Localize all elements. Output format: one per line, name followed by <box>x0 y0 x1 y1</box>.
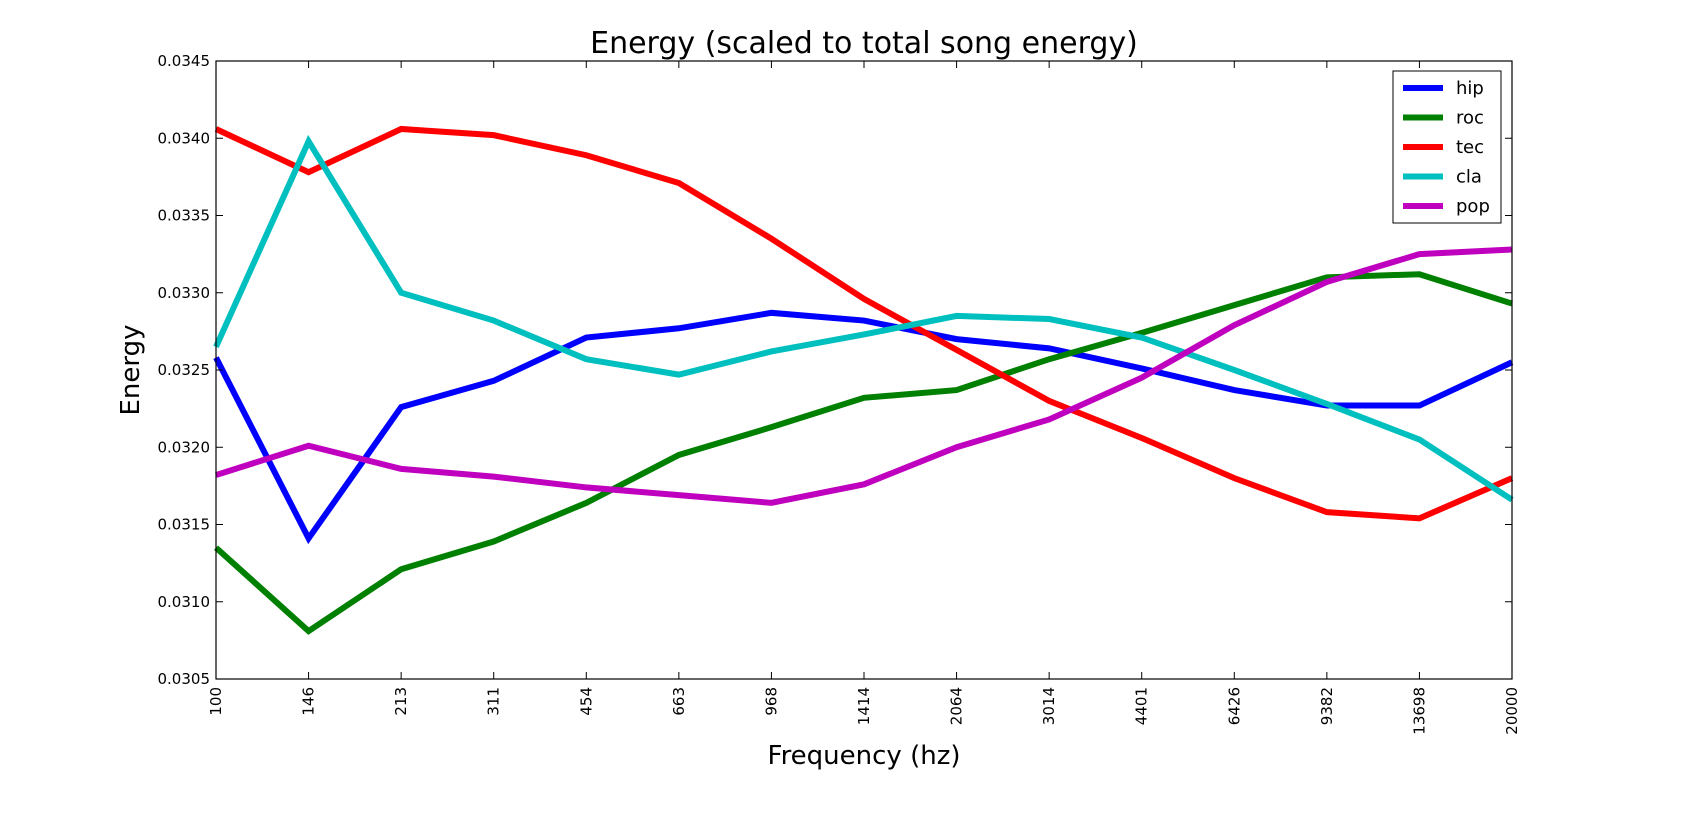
x-tick-label: 4401 <box>1133 687 1151 725</box>
y-tick-label: 0.0340 <box>158 129 211 147</box>
x-tick-label: 9382 <box>1318 687 1336 725</box>
axis-ticks: 0.0305 0.0310 0.0315 0.0320 0.0325 0.0330 0.03… <box>158 52 1522 735</box>
y-tick-label: 0.0330 <box>158 284 211 302</box>
x-tick-label: 6426 <box>1225 687 1243 725</box>
series-line-pop <box>215 246 1513 506</box>
y-tick-label: 0.0315 <box>158 516 211 534</box>
series-layer <box>213 125 1514 635</box>
x-tick-label: 213 <box>392 687 410 716</box>
y-tick-label: 0.0320 <box>158 438 211 456</box>
y-tick-label: 0.0325 <box>158 361 211 379</box>
series-line-tec <box>214 125 1514 522</box>
y-tick-label: 0.0305 <box>158 670 211 688</box>
series-line-hip <box>213 309 1514 545</box>
x-tick-label: 454 <box>577 687 595 716</box>
legend: hip roc tec cla pop <box>1392 70 1502 224</box>
chart-title: Energy (scaled to total song energy) <box>590 26 1138 61</box>
x-tick-label: 663 <box>670 687 688 716</box>
legend-label-roc: roc <box>1456 108 1484 129</box>
legend-label-hip: hip <box>1456 78 1484 99</box>
x-tick-label: 311 <box>485 687 503 716</box>
x-tick-label: 20000 <box>1503 687 1521 735</box>
y-axis-title: Energy <box>116 324 146 415</box>
x-tick-label: 100 <box>207 687 225 716</box>
x-tick-label: 13698 <box>1410 687 1428 735</box>
y-tick-label: 0.0310 <box>158 593 211 611</box>
x-axis-title: Frequency (hz) <box>768 741 961 771</box>
y-tick-label: 0.0335 <box>158 207 211 225</box>
x-tick-label: 146 <box>300 687 318 716</box>
series-line-cla <box>213 134 1514 503</box>
legend-items: hip roc tec cla pop <box>1403 78 1490 217</box>
x-tick-label: 968 <box>762 687 780 716</box>
legend-label-cla: cla <box>1456 167 1482 188</box>
legend-label-pop: pop <box>1456 196 1490 217</box>
plot-frame <box>215 60 1513 680</box>
y-tick-label: 0.0345 <box>158 52 211 70</box>
legend-label-tec: tec <box>1456 137 1484 158</box>
x-tick-label: 3014 <box>1040 687 1058 725</box>
series-line-roc <box>213 271 1513 635</box>
x-tick-label: 1414 <box>855 687 873 725</box>
x-tick-label: 2064 <box>948 687 966 725</box>
